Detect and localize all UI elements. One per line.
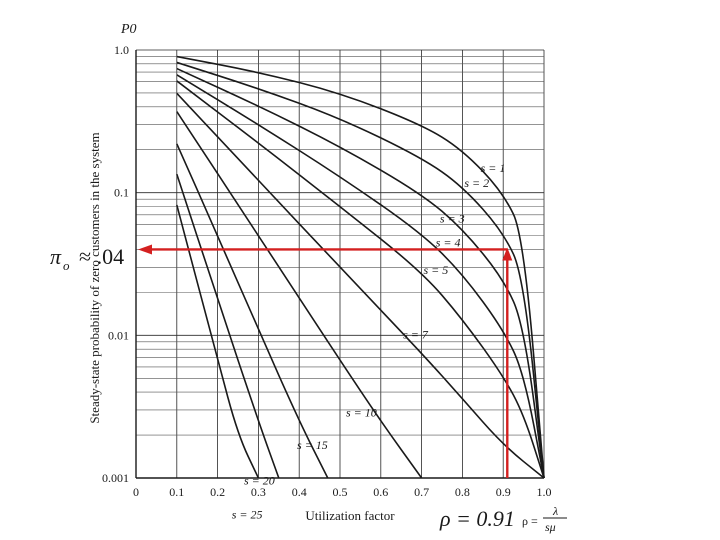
x-tick-label: 0.8 [455, 485, 470, 499]
series-curve [176, 173, 280, 479]
series-curve [176, 61, 545, 479]
pi-subscript: o [63, 258, 70, 273]
rho-formula-den: sμ [545, 520, 556, 534]
pi-value: ≈ .04 [79, 244, 124, 269]
x-tick-label: 0.2 [210, 485, 225, 499]
rho-formula-lhs: ρ = [522, 514, 538, 528]
series-label: s = 4 [436, 235, 461, 249]
x-tick-label: 0.5 [333, 485, 348, 499]
rho-arrowhead-icon [502, 247, 513, 261]
series-curve [176, 80, 545, 479]
y-tick-label: 0.01 [108, 328, 129, 342]
y-axis-label: Steady-state probability of zero custome… [87, 132, 102, 423]
y-tick-label: 1.0 [114, 43, 129, 57]
series-labels: s = 1s = 2 s = 3 s = 4 s = 5 s = 7 s = 10 s = … [232, 161, 506, 522]
rho-value: ρ = 0.91 [439, 506, 515, 531]
series-label: s = 20 [244, 474, 275, 488]
x-tick-label: 0.9 [496, 485, 511, 499]
x-tick-label: 0.7 [414, 485, 429, 499]
y-axis-symbol: P0 [120, 22, 137, 37]
rho-formula: ρ = λ sμ [522, 504, 567, 534]
pi-symbol: π [50, 244, 62, 269]
series-curve [176, 92, 545, 479]
x-tick-label: 0 [133, 485, 139, 499]
series-label: s = 1 [481, 161, 506, 175]
series-label: s = 7 [403, 328, 429, 342]
y-tick-label: 0.001 [102, 471, 129, 485]
series-curve [176, 143, 329, 479]
tick-labels: 0 0.1 0.2 0.3 0.4 0.5 0.6 0.7 0.8 0.9 1.0 1.0 0.1 0.0… [102, 43, 552, 499]
annotations: π o ≈ .04 ρ = 0.91 [50, 244, 515, 531]
y-tick-label: 0.1 [114, 186, 129, 200]
x-tick-label: 0.3 [251, 485, 266, 499]
x-axis-label: Utilization factor [305, 508, 395, 523]
series-curve [176, 204, 260, 479]
p0-arrowhead-icon [138, 244, 152, 255]
series-label: s = 5 [424, 263, 449, 277]
series-curve [176, 67, 545, 479]
series-curve [176, 55, 545, 479]
x-tick-label: 0.1 [169, 485, 184, 499]
x-tick-label: 0.6 [373, 485, 388, 499]
series-label: s = 10 [346, 405, 377, 419]
axes [135, 50, 544, 479]
series-label: s = 3 [440, 211, 465, 225]
x-tick-label: 1.0 [537, 485, 552, 499]
series-label: s = 2 [464, 176, 489, 190]
series-label: s = 15 [297, 438, 328, 452]
x-tick-label: 0.4 [292, 485, 307, 499]
series-label: s = 25 [232, 508, 263, 522]
series-curve [176, 111, 423, 479]
rho-formula-num: λ [552, 504, 558, 518]
